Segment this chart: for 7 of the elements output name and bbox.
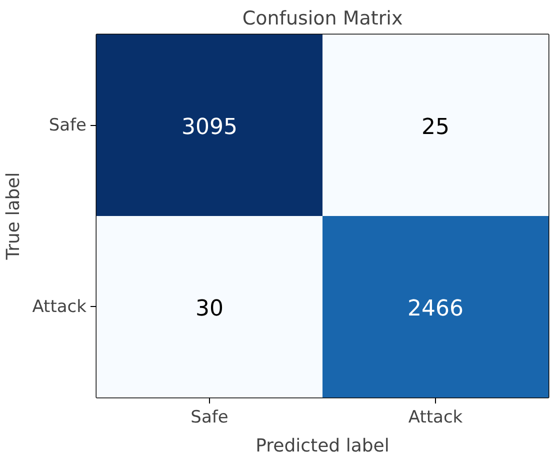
data-label: 2466	[408, 296, 464, 322]
y-axis-title: True label	[3, 172, 24, 261]
data-label: 30	[196, 296, 224, 322]
chart-title: Confusion Matrix	[242, 8, 403, 30]
x-axis-title: Predicted label	[256, 436, 390, 456]
data-label: 3095	[182, 114, 238, 140]
data-label: 25	[422, 114, 450, 140]
